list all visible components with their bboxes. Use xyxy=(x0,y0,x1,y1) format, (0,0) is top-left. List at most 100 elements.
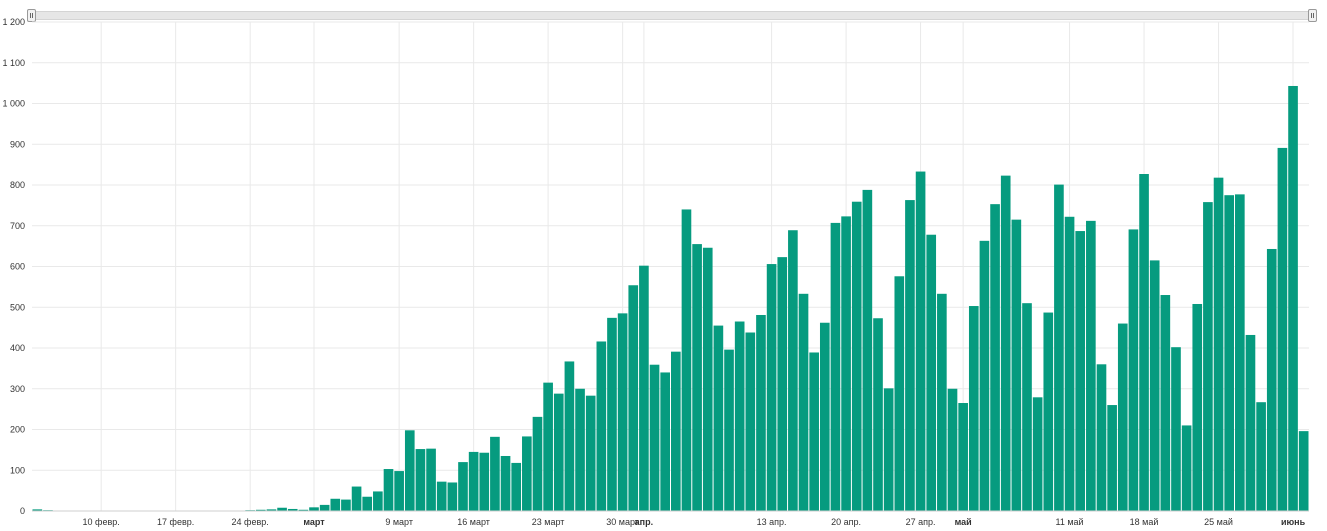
bar[interactable] xyxy=(937,293,947,511)
bar[interactable] xyxy=(905,200,915,511)
bar[interactable] xyxy=(32,509,43,511)
bar[interactable] xyxy=(671,351,681,511)
bar[interactable] xyxy=(756,314,766,511)
bar[interactable] xyxy=(649,364,660,511)
bar[interactable] xyxy=(639,265,649,511)
bar[interactable] xyxy=(500,455,511,511)
bar[interactable] xyxy=(266,509,277,511)
bar[interactable] xyxy=(341,499,351,511)
bar[interactable] xyxy=(745,332,756,511)
bar[interactable] xyxy=(841,216,851,511)
bar[interactable] xyxy=(1054,184,1064,511)
bar[interactable] xyxy=(1192,303,1203,511)
bar[interactable] xyxy=(415,449,426,511)
bar[interactable] xyxy=(596,341,607,511)
bar[interactable] xyxy=(734,321,745,511)
bar[interactable] xyxy=(915,171,926,512)
bar[interactable] xyxy=(1022,303,1032,511)
bar[interactable] xyxy=(1256,402,1266,511)
navigator-right-handle-icon[interactable] xyxy=(1308,9,1317,22)
bar[interactable] xyxy=(958,403,968,511)
bar[interactable] xyxy=(788,230,798,512)
bar[interactable] xyxy=(490,436,500,511)
bar[interactable] xyxy=(1032,397,1043,511)
range-navigator[interactable] xyxy=(27,9,1317,22)
bar[interactable] xyxy=(990,204,1000,511)
bar[interactable] xyxy=(1149,260,1160,511)
bar[interactable] xyxy=(1298,431,1309,511)
bar[interactable] xyxy=(926,234,937,511)
bar[interactable] xyxy=(1203,202,1213,512)
bar[interactable] xyxy=(894,276,905,511)
bar[interactable] xyxy=(298,509,309,511)
bar[interactable] xyxy=(351,486,362,511)
bar[interactable] xyxy=(883,388,894,511)
bar[interactable] xyxy=(766,264,777,511)
bar[interactable] xyxy=(426,448,436,511)
bar[interactable] xyxy=(404,430,415,511)
bar[interactable] xyxy=(873,318,883,511)
bar[interactable] xyxy=(585,395,596,511)
bar[interactable] xyxy=(564,361,575,511)
bar[interactable] xyxy=(947,388,958,511)
bar[interactable] xyxy=(830,222,841,511)
bar[interactable] xyxy=(319,504,330,511)
bar[interactable] xyxy=(277,507,287,511)
bar[interactable] xyxy=(1277,147,1288,512)
bar[interactable] xyxy=(713,325,724,511)
bar[interactable] xyxy=(309,507,319,511)
bar[interactable] xyxy=(362,496,373,511)
bar[interactable] xyxy=(1011,219,1022,511)
bar[interactable] xyxy=(1288,85,1298,511)
bar[interactable] xyxy=(702,247,713,511)
bar[interactable] xyxy=(287,508,298,511)
bar[interactable] xyxy=(511,462,522,511)
bar[interactable] xyxy=(692,244,702,511)
bar[interactable] xyxy=(436,481,447,511)
bar[interactable] xyxy=(1266,248,1277,512)
bar[interactable] xyxy=(383,469,394,511)
bar[interactable] xyxy=(1139,174,1149,511)
bar[interactable] xyxy=(1064,216,1075,511)
bar[interactable] xyxy=(1181,425,1192,511)
bar[interactable] xyxy=(777,257,788,511)
bar[interactable] xyxy=(1075,231,1086,512)
bar[interactable] xyxy=(628,285,639,511)
bar[interactable] xyxy=(447,482,458,511)
bar[interactable] xyxy=(1224,195,1235,511)
bar[interactable] xyxy=(968,306,979,511)
navigator-left-handle-icon[interactable] xyxy=(27,9,36,22)
bar[interactable] xyxy=(1086,220,1096,512)
bar[interactable] xyxy=(1000,175,1011,511)
bar[interactable] xyxy=(1128,229,1139,512)
bar[interactable] xyxy=(617,313,628,511)
bar[interactable] xyxy=(979,240,990,511)
bar[interactable] xyxy=(255,509,266,511)
bar[interactable] xyxy=(1213,177,1224,512)
bar[interactable] xyxy=(1107,405,1117,511)
bar[interactable] xyxy=(532,416,543,511)
bar[interactable] xyxy=(522,436,532,511)
bar[interactable] xyxy=(851,201,862,511)
bar[interactable] xyxy=(809,352,819,511)
bar[interactable] xyxy=(1235,194,1245,511)
bar[interactable] xyxy=(1096,364,1107,511)
bar[interactable] xyxy=(553,393,564,511)
bar[interactable] xyxy=(1171,347,1181,511)
bar[interactable] xyxy=(1117,323,1128,511)
bar[interactable] xyxy=(330,498,341,511)
bar[interactable] xyxy=(373,491,383,511)
bar[interactable] xyxy=(1245,334,1256,511)
bar[interactable] xyxy=(798,293,809,511)
bar[interactable] xyxy=(1160,295,1171,511)
bar[interactable] xyxy=(543,382,553,511)
bar[interactable] xyxy=(660,372,670,511)
bar[interactable] xyxy=(1043,312,1054,511)
bar[interactable] xyxy=(575,388,585,511)
bar[interactable] xyxy=(607,317,617,511)
bar[interactable] xyxy=(394,471,404,511)
bar[interactable] xyxy=(724,349,734,511)
bar[interactable] xyxy=(468,451,479,511)
bar[interactable] xyxy=(862,189,873,511)
bar[interactable] xyxy=(681,209,692,511)
